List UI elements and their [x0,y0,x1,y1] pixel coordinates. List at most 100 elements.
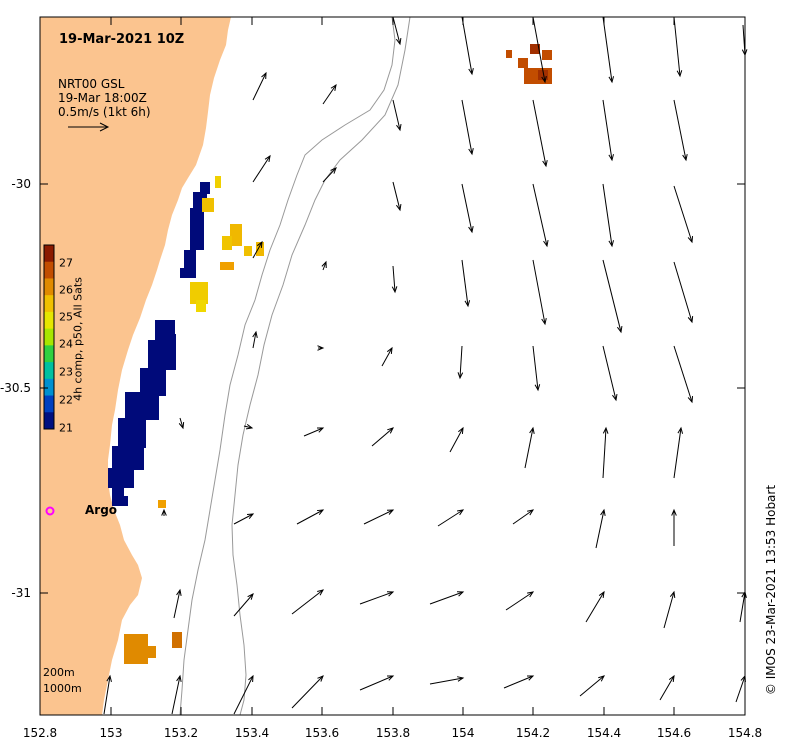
current-vector-head [534,384,541,392]
current-vector-head [245,423,254,430]
current-vector [739,591,746,623]
current-vector [322,84,337,105]
y-tick-label: -30.5 [0,381,31,395]
current-vector-head [542,160,548,168]
colorbar-segment [44,395,54,413]
x-tick-label: 153.8 [375,726,411,740]
colorbar-tick: 24 [59,337,73,351]
colorbar-segment [44,345,54,363]
current-vector [461,259,469,307]
current-vector [602,16,613,83]
sst-pixel [256,242,264,256]
x-tick-label: 154.6 [656,726,692,740]
current-vector-head [395,37,402,46]
current-vector [512,509,534,525]
current-vector [359,591,394,605]
current-vector-head [529,426,535,434]
current-vector [359,675,394,691]
current-vector [449,427,464,453]
current-vector [595,509,605,549]
current-vector [171,675,181,715]
current-vector [579,675,605,697]
current-vector [437,509,464,527]
current-vector [103,675,111,715]
colorbar-segment [44,245,54,263]
current-vector-head [456,591,465,597]
current-vector [252,331,257,349]
current-vector [602,345,617,401]
colorbar-tick: 25 [59,310,73,324]
current-vector [252,72,267,101]
y-tick-label: -30 [11,177,31,191]
x-tick-label: 153.6 [304,726,340,740]
sst-pixel [112,446,144,470]
current-vector-head [598,675,605,682]
contour-1000m [231,16,411,716]
current-vector-head [464,300,471,308]
current-vector-head [316,509,325,515]
current-vector [585,591,605,623]
current-vector [392,99,401,131]
current-vector [392,16,401,45]
vector-legend-line3: 0.5m/s (1kt 6h) [58,105,151,119]
sst-pixel [244,246,252,256]
current-vector-head [677,426,684,434]
current-vector-head [264,154,271,162]
sst-pixel [222,236,232,250]
current-vector [602,259,622,333]
current-vector-head [247,593,254,600]
current-vector [392,265,396,293]
argo-marker [45,506,55,516]
current-vector-head [330,167,337,174]
imos-credit: © IMOS 23-Mar-2021 13:53 Hobart [764,484,778,696]
sst-pixel [108,468,134,488]
current-vector-head [252,330,258,338]
current-vector [429,677,464,685]
current-vector [303,427,324,437]
colorbar-segment [44,412,54,430]
x-tick-label: 154 [451,726,475,740]
current-vector-head [608,154,614,162]
contour-200m [179,16,396,716]
colorbar-tick: 26 [59,283,73,297]
current-vector [243,425,253,429]
colorbar-tick: 22 [59,393,73,407]
current-vector-head [261,71,267,80]
current-vector [532,99,547,167]
current-vector [503,675,534,689]
x-tick-label: 154.2 [515,726,551,740]
current-vector [291,589,324,615]
current-vector [505,591,534,611]
current-vector-head [468,68,474,76]
sst-pixel [120,496,128,506]
sst-pixel [190,208,204,250]
current-vector-head [543,240,549,248]
current-vector [252,155,271,183]
current-vector [602,99,613,161]
current-vector-head [468,148,474,156]
current-vector-head [176,674,182,682]
current-vector [461,16,473,75]
current-vector [296,509,324,525]
current-vector [322,167,337,183]
colorbar-segment [44,311,54,330]
colorbar-tick: 27 [59,256,73,270]
current-vector [233,675,254,715]
current-vector [602,427,607,479]
current-vector-head [608,76,615,84]
colorbar-segment [44,261,54,279]
current-vector [659,675,675,701]
current-vector [363,509,394,525]
current-vector-head [468,226,474,234]
current-vector-head [687,395,694,404]
current-vector-head [687,315,694,324]
current-vector-head [178,421,185,430]
sst-pixel [215,176,221,188]
current-vector-head [457,372,464,380]
current-vector-head [161,508,167,516]
current-vector [602,183,613,247]
vector-legend-text: NRT00 GSL 19-Mar 18:00Z 0.5m/s (1kt 6h) [58,77,151,119]
vector-legend-line1: NRT00 GSL [58,77,125,91]
current-vector [371,427,394,447]
current-vector [532,259,546,325]
